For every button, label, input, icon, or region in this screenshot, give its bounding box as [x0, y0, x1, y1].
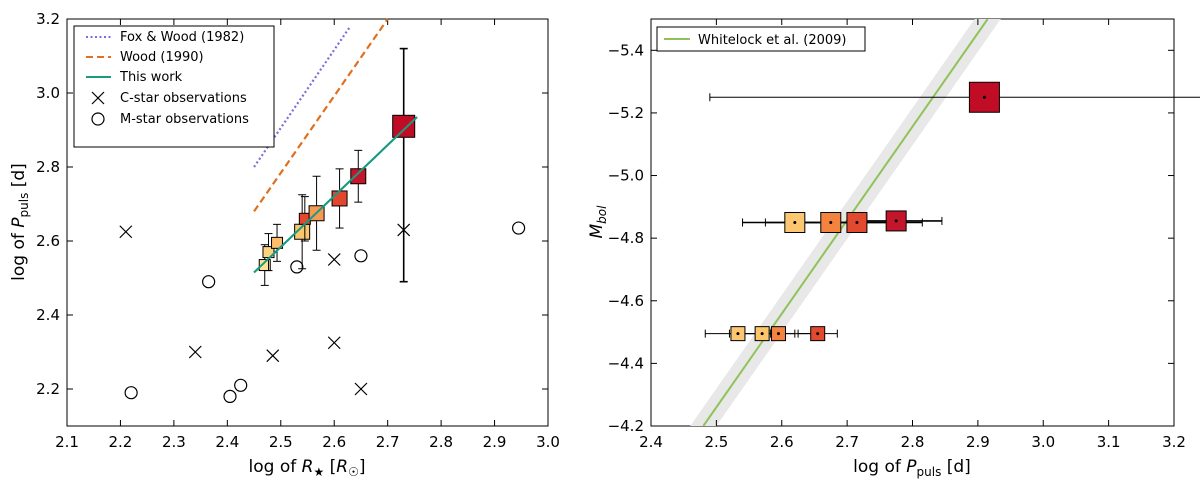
- m-star-marker: [124, 386, 138, 400]
- legend-label: Wood (1990): [120, 50, 204, 65]
- right-xlabel: log of Ppuls [d]: [853, 457, 971, 479]
- y-tick-label: 3.2: [36, 10, 60, 28]
- m-star-marker: [223, 389, 237, 403]
- left-xlabel: log of R★ [R☉]: [249, 457, 366, 479]
- x-tick-label: 2.5: [704, 433, 728, 451]
- c-star-marker: [354, 382, 368, 396]
- c-star-marker: [119, 225, 133, 239]
- model-center-dot: [793, 221, 797, 224]
- x-tick-label: 2.5: [269, 433, 293, 451]
- m-star-marker: [354, 249, 368, 263]
- x-tick-label: 3.1: [1097, 433, 1121, 451]
- legend-label: This work: [119, 70, 183, 85]
- x-tick-label: 2.8: [901, 433, 925, 451]
- m-star-marker: [290, 260, 304, 274]
- x-tick-label: 2.1: [55, 433, 79, 451]
- y-tick-label: −4.8: [608, 229, 644, 247]
- y-tick-label: −5.0: [608, 167, 644, 185]
- x-tick-label: 2.3: [162, 433, 186, 451]
- m-star-marker: [202, 275, 216, 289]
- c-star-marker: [327, 336, 341, 350]
- x-tick-label: 2.9: [966, 433, 990, 451]
- x-tick-label: 2.4: [215, 433, 239, 451]
- x-tick-label: 2.6: [770, 433, 794, 451]
- c-star-marker: [91, 91, 105, 105]
- m-star-marker: [234, 378, 248, 392]
- right-ticks: 2.4 2.5 2.6 2.7 2.8 2.9 3.0 3.1 3.2 −5.4 −5.2 −5.0 −…: [608, 19, 1186, 451]
- legend-label: Whitelock et al. (2009): [698, 33, 846, 48]
- legend-label: M-star observations: [120, 112, 249, 127]
- x-tick-label: 2.8: [429, 433, 453, 451]
- model-marker: [350, 168, 367, 185]
- model-marker: [392, 114, 416, 138]
- y-tick-label: 2.6: [36, 232, 60, 250]
- c-star-marker: [266, 349, 280, 363]
- legend-label: Fox & Wood (1982): [120, 30, 244, 45]
- c-star-marker: [188, 345, 202, 359]
- legend-label: C-star observations: [120, 91, 247, 106]
- model-marker: [331, 190, 348, 207]
- y-tick-label: −5.2: [608, 104, 644, 122]
- legend-box: [73, 25, 275, 148]
- x-tick-label: 2.9: [483, 433, 507, 451]
- left-ticks: 2.1 2.2 2.3 2.4 2.5 2.6 2.7 2.8 2.9 3.0 2.2 2.4 2.6 2…: [36, 10, 560, 451]
- x-tick-label: 2.7: [376, 433, 400, 451]
- y-tick-label: 2.8: [36, 158, 60, 176]
- y-tick-label: −5.4: [608, 41, 644, 59]
- x-tick-label: 3.0: [536, 433, 560, 451]
- right-panel: 2.4 2.5 2.6 2.7 2.8 2.9 3.0 3.1 3.2 −5.4 −5.2 −5.0 −…: [587, 18, 1200, 479]
- right-markers: [704, 81, 1200, 342]
- y-tick-label: 3.0: [36, 84, 60, 102]
- right-legend: Whitelock et al. (2009): [656, 26, 866, 52]
- model-center-dot: [760, 332, 764, 336]
- y-tick-label: 2.4: [36, 306, 60, 324]
- y-tick-label: −4.6: [608, 292, 644, 310]
- y-tick-label: −4.2: [608, 417, 644, 435]
- left-legend: Fox & Wood (1982) Wood (1990) This work C-s…: [73, 25, 275, 148]
- y-tick-label: −4.4: [608, 354, 644, 372]
- x-tick-label: 3.2: [1162, 433, 1186, 451]
- model-center-dot: [776, 332, 780, 336]
- model-center-dot: [855, 221, 859, 224]
- model-center-dot: [894, 219, 898, 223]
- c-star-marker: [327, 253, 341, 266]
- x-tick-label: 3.0: [1031, 433, 1055, 451]
- right-ylabel: Mbol: [587, 205, 609, 239]
- model-center-dot: [816, 332, 820, 336]
- model-center-dot: [736, 332, 740, 336]
- left-ylabel: log of Ppuls [d]: [9, 163, 31, 281]
- m-star-marker: [512, 221, 526, 235]
- x-tick-label: 2.7: [835, 433, 859, 451]
- relation-line: [253, 18, 389, 213]
- x-tick-label: 2.4: [639, 433, 663, 451]
- model-marker: [271, 236, 284, 249]
- legend-box: [656, 26, 866, 52]
- x-tick-label: 2.2: [109, 433, 133, 451]
- left-panel: 2.1 2.2 2.3 2.4 2.5 2.6 2.7 2.8 2.9 3.0 2.2 2.4 2.6 2…: [9, 10, 560, 479]
- legend-swatch: [91, 112, 105, 126]
- y-tick-label: 2.2: [36, 380, 60, 398]
- model-center-dot: [829, 221, 833, 224]
- this-work-line: [253, 116, 418, 274]
- x-tick-label: 2.6: [322, 433, 346, 451]
- left-markers: [119, 47, 526, 403]
- model-center-dot: [982, 95, 986, 99]
